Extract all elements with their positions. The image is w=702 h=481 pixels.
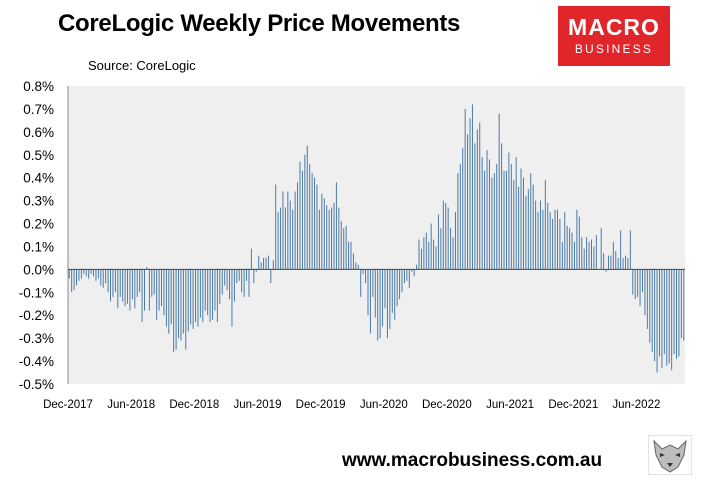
- x-tick-label: Jun-2019: [234, 399, 282, 411]
- y-tick-label: -0.5%: [19, 377, 54, 392]
- y-tick-label: 0.0%: [23, 262, 54, 277]
- y-tick-label: 0.6%: [23, 125, 54, 140]
- x-tick-label: Jun-2022: [612, 399, 660, 411]
- plot-area: [68, 86, 685, 384]
- x-tick-label: Dec-2017: [43, 399, 93, 411]
- wolf-logo-icon: [647, 434, 693, 476]
- x-tick-label: Jun-2018: [107, 399, 155, 411]
- y-tick-label: 0.8%: [23, 79, 54, 94]
- y-tick-label: 0.7%: [23, 102, 54, 117]
- x-tick-label: Dec-2021: [548, 399, 598, 411]
- logo-line-1: MACRO: [568, 14, 660, 40]
- chart-source: Source: CoreLogic: [88, 58, 196, 73]
- x-tick-label: Dec-2018: [169, 399, 219, 411]
- y-tick-label: -0.4%: [19, 354, 54, 369]
- logo-line-2: BUSINESS: [574, 42, 654, 56]
- y-tick-label: 0.5%: [23, 148, 54, 163]
- y-tick-label: 0.3%: [23, 194, 54, 209]
- y-tick-label: 0.1%: [23, 239, 54, 254]
- chart-title: CoreLogic Weekly Price Movements: [58, 10, 461, 37]
- macro-business-logo: MACRO BUSINESS: [558, 6, 670, 66]
- x-tick-label: Dec-2020: [422, 399, 472, 411]
- x-tick-label: Jun-2021: [486, 399, 534, 411]
- y-tick-label: -0.3%: [19, 331, 54, 346]
- y-tick-label: 0.2%: [23, 217, 54, 232]
- x-tick-label: Jun-2020: [360, 399, 408, 411]
- website-url: www.macrobusiness.com.au: [342, 450, 603, 471]
- y-tick-label: 0.4%: [23, 171, 54, 186]
- y-tick-label: -0.2%: [19, 308, 54, 323]
- y-tick-label: -0.1%: [19, 285, 54, 300]
- x-tick-label: Dec-2019: [296, 399, 346, 411]
